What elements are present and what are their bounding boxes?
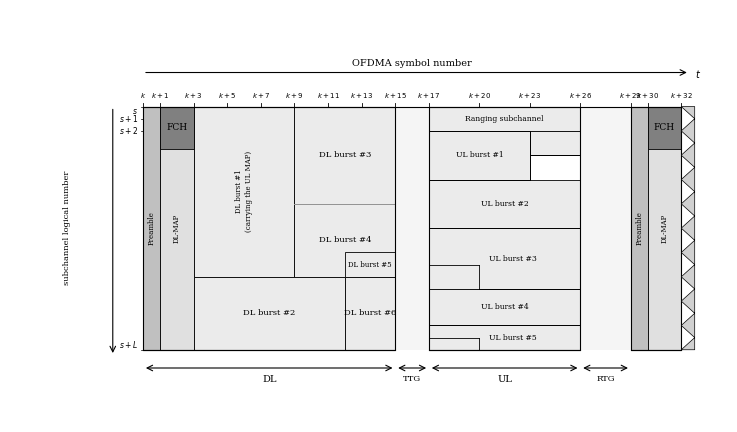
Bar: [530, 131, 580, 155]
Text: $k+15$: $k+15$: [384, 92, 407, 101]
Text: $k+29$: $k+29$: [619, 92, 642, 101]
Polygon shape: [681, 107, 695, 350]
Text: $k+7$: $k+7$: [251, 92, 270, 101]
Text: UL burst #2: UL burst #2: [481, 200, 528, 208]
Text: $k+3$: $k+3$: [184, 92, 203, 101]
Text: DL burst #3: DL burst #3: [318, 151, 371, 159]
Text: $s+2$: $s+2$: [119, 125, 138, 137]
Text: $k+17$: $k+17$: [417, 92, 441, 101]
Text: UL burst #4: UL burst #4: [481, 303, 528, 311]
Text: UL burst #3: UL burst #3: [489, 254, 537, 263]
Bar: [631, 107, 681, 350]
Bar: [194, 277, 345, 350]
Bar: [648, 107, 681, 149]
Bar: [160, 107, 194, 149]
Bar: [429, 107, 580, 350]
Text: FCH: FCH: [654, 124, 675, 132]
Text: DL burst #5: DL burst #5: [349, 260, 392, 269]
Text: $k+23$: $k+23$: [518, 92, 542, 101]
Bar: [429, 131, 530, 180]
Text: DL burst #2: DL burst #2: [243, 309, 296, 317]
Text: TTG: TTG: [403, 375, 422, 383]
Text: $t$: $t$: [695, 68, 701, 80]
Text: $s+L$: $s+L$: [119, 339, 138, 350]
Text: $k+30$: $k+30$: [636, 92, 659, 101]
Text: $k+1$: $k+1$: [150, 92, 169, 101]
Text: DL burst #1
(carrying the UL MAP): DL burst #1 (carrying the UL MAP): [235, 151, 253, 232]
Text: FCH: FCH: [166, 124, 187, 132]
Text: DL-MAP: DL-MAP: [660, 213, 668, 243]
Text: Preamble: Preamble: [147, 211, 156, 245]
Bar: [429, 107, 580, 131]
Bar: [580, 107, 631, 350]
Text: DL-MAP: DL-MAP: [172, 213, 181, 243]
Text: subchannel logical number: subchannel logical number: [63, 171, 71, 286]
Text: $k+26$: $k+26$: [569, 92, 592, 101]
Text: RTG: RTG: [596, 375, 615, 383]
Text: DL burst #6: DL burst #6: [344, 309, 397, 317]
Bar: [345, 277, 395, 350]
Bar: [294, 107, 395, 204]
Text: UL burst #1: UL burst #1: [455, 151, 503, 159]
Text: $k+32$: $k+32$: [670, 92, 693, 101]
Bar: [429, 289, 580, 325]
Text: UL burst #5: UL burst #5: [489, 334, 537, 342]
Bar: [631, 107, 681, 350]
Text: $k+20$: $k+20$: [468, 92, 491, 101]
Text: $k$: $k$: [140, 92, 146, 101]
Bar: [143, 107, 395, 350]
Text: $k+9$: $k+9$: [285, 92, 304, 101]
Text: $k+5$: $k+5$: [218, 92, 237, 101]
Bar: [194, 107, 294, 277]
Text: DL: DL: [262, 375, 276, 384]
Bar: [143, 107, 395, 350]
Text: $k+13$: $k+13$: [350, 92, 373, 101]
Bar: [429, 180, 580, 228]
Bar: [143, 107, 160, 350]
Bar: [294, 204, 395, 277]
Bar: [631, 107, 648, 350]
Text: Ranging subchannel: Ranging subchannel: [465, 115, 544, 123]
Text: $s+1$: $s+1$: [119, 113, 138, 124]
Bar: [648, 107, 681, 350]
Bar: [429, 107, 580, 350]
Text: $k+11$: $k+11$: [317, 92, 340, 101]
Bar: [429, 325, 580, 350]
Bar: [395, 107, 429, 350]
Text: DL burst #4: DL burst #4: [318, 236, 371, 245]
Text: OFDMA symbol number: OFDMA symbol number: [352, 59, 472, 68]
Text: $s$: $s$: [132, 107, 138, 115]
Text: Preamble: Preamble: [635, 211, 643, 245]
Bar: [345, 252, 395, 277]
Bar: [429, 228, 580, 289]
Text: UL: UL: [497, 375, 512, 384]
Bar: [160, 107, 194, 350]
